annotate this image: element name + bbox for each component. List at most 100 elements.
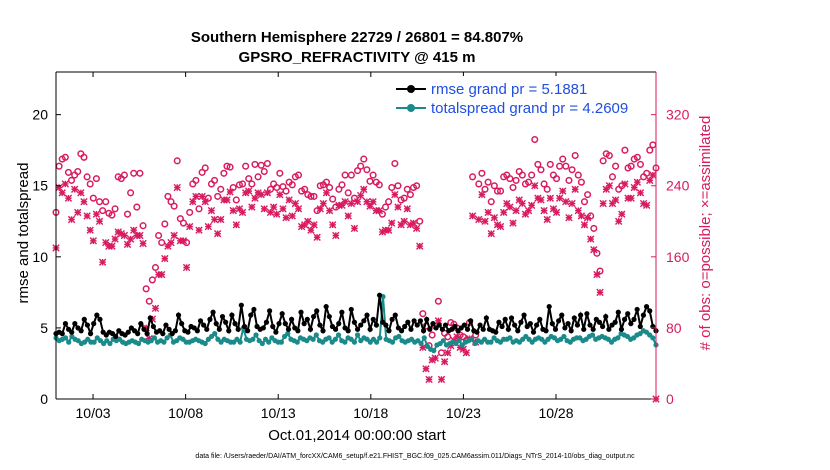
rmse-point xyxy=(640,312,647,318)
chart-subtitle: GPSRO_REFRACTIVITY @ 415 m xyxy=(239,49,476,66)
rmse-point xyxy=(474,329,480,335)
legend-box xyxy=(392,76,610,118)
assimilated-point xyxy=(276,190,284,199)
rmse-point xyxy=(260,325,266,331)
rmse-point xyxy=(216,326,222,332)
rmse-point xyxy=(612,319,618,325)
rmse-point xyxy=(251,306,257,313)
rmse-point xyxy=(310,313,317,320)
assimilated-point xyxy=(478,190,486,199)
rmse-point xyxy=(584,311,590,317)
assimilated-point xyxy=(509,219,517,227)
rmse-point xyxy=(442,322,449,328)
possible-point xyxy=(378,210,386,218)
legend: rmse grand pr = 5.1881 totalspread grand… xyxy=(392,76,628,118)
rmse-point xyxy=(295,328,301,334)
possible-point xyxy=(108,211,116,219)
assimilated-point xyxy=(139,239,147,248)
rmse-point xyxy=(345,328,351,334)
possible-point xyxy=(170,202,178,210)
rmse-point xyxy=(606,326,612,332)
rmse-point xyxy=(647,308,653,314)
assimilated-point xyxy=(126,235,135,243)
assimilated-point xyxy=(86,226,94,234)
rmse-point xyxy=(364,312,370,318)
y-axis-right: 0 80 160 240 320 xyxy=(651,107,690,407)
rmse-point xyxy=(354,326,361,332)
possible-point xyxy=(99,207,107,215)
possible-point xyxy=(633,153,641,161)
possible-point xyxy=(540,180,548,188)
totalspread-point xyxy=(250,336,256,342)
possible-point xyxy=(347,171,355,179)
assimilated-point xyxy=(499,208,508,217)
possible-point xyxy=(444,333,452,341)
rmse-point xyxy=(279,311,285,317)
possible-point xyxy=(388,183,396,192)
assimilated-point xyxy=(70,185,79,193)
totalspread-point xyxy=(237,339,243,345)
totalspread-point xyxy=(135,340,142,347)
rmse-point xyxy=(556,318,562,324)
assimilated-point xyxy=(61,180,70,188)
rmse-point xyxy=(175,312,182,318)
possible-point xyxy=(599,157,607,165)
assimilated-point xyxy=(325,206,334,215)
rmse-point xyxy=(405,319,411,325)
possible-point xyxy=(565,176,573,184)
x-tick-label: 10/08 xyxy=(168,405,203,421)
possible-point xyxy=(61,153,69,161)
assimilated-point xyxy=(583,214,592,222)
possible-point xyxy=(282,187,290,195)
rmse-point xyxy=(543,328,549,334)
possible-point xyxy=(257,161,265,169)
possible-point xyxy=(568,166,576,174)
possible-point xyxy=(621,146,629,154)
assimilated-point xyxy=(195,226,203,234)
plot-background xyxy=(56,72,656,399)
possible-point xyxy=(646,146,654,154)
assimilated-point xyxy=(316,205,324,213)
rmse-point xyxy=(518,319,524,325)
assimilated-point xyxy=(341,198,349,206)
totalspread-point xyxy=(389,339,396,345)
rmse-point xyxy=(571,315,577,321)
possible-point xyxy=(83,173,91,181)
possible-point xyxy=(102,198,110,206)
rmse-point xyxy=(502,316,508,322)
rmse-point xyxy=(562,325,568,331)
rmse-point xyxy=(285,326,292,332)
legend-rmse-label: rmse grand pr = 5.1881 xyxy=(431,81,587,98)
assimilated-point xyxy=(425,375,433,384)
possible-point xyxy=(195,205,203,213)
rmse-point xyxy=(414,322,420,328)
rmse-point xyxy=(201,322,207,328)
rmse-point xyxy=(166,326,172,332)
assimilated-point xyxy=(543,215,551,224)
totalspread-point xyxy=(259,340,265,347)
rmse-point xyxy=(197,318,204,324)
assimilated-point xyxy=(288,212,296,220)
totalspread-point xyxy=(488,339,494,345)
assimilated-point xyxy=(95,217,104,225)
totalspread-point xyxy=(507,335,513,341)
rmse-point xyxy=(628,321,634,327)
assimilated-point xyxy=(437,375,446,384)
assimilated-point xyxy=(226,188,234,196)
assimilated-point xyxy=(307,226,315,234)
assimilated-point xyxy=(64,194,73,202)
possible-point xyxy=(133,203,141,211)
assimilated-point xyxy=(633,178,642,186)
rmse-point xyxy=(81,316,87,322)
possible-point xyxy=(360,155,368,163)
possible-point xyxy=(288,181,296,189)
assimilated-point xyxy=(123,240,132,249)
assimilated-point xyxy=(198,192,206,201)
possible-point xyxy=(559,155,567,163)
assimilated-point xyxy=(587,235,595,243)
rmse-point xyxy=(351,319,358,325)
assimilated-point xyxy=(182,263,191,272)
assimilated-point xyxy=(83,212,91,220)
possible-point xyxy=(173,157,181,165)
rmse-point xyxy=(634,306,640,313)
